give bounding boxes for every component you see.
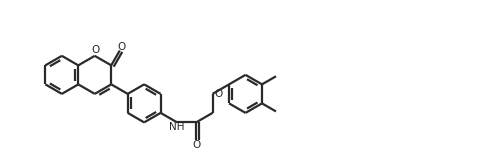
Text: O: O [91, 45, 100, 55]
Text: NH: NH [169, 122, 185, 132]
Text: O: O [214, 89, 222, 99]
Text: O: O [117, 42, 126, 52]
Text: O: O [192, 140, 200, 150]
